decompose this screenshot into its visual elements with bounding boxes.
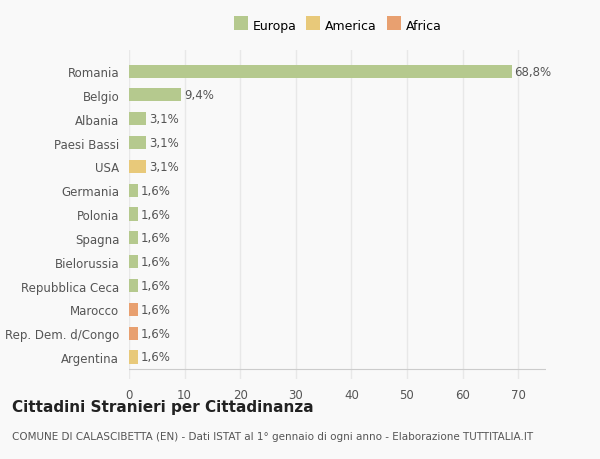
Bar — [129, 280, 138, 292]
Bar — [129, 113, 146, 126]
Text: COMUNE DI CALASCIBETTA (EN) - Dati ISTAT al 1° gennaio di ogni anno - Elaborazio: COMUNE DI CALASCIBETTA (EN) - Dati ISTAT… — [12, 431, 533, 442]
Text: 1,6%: 1,6% — [140, 232, 170, 245]
Text: 1,6%: 1,6% — [140, 185, 170, 197]
Bar — [129, 208, 138, 221]
Text: 1,6%: 1,6% — [140, 351, 170, 364]
Text: 1,6%: 1,6% — [140, 256, 170, 269]
Bar — [129, 161, 146, 174]
Bar — [129, 327, 138, 340]
Text: 1,6%: 1,6% — [140, 327, 170, 340]
Text: 68,8%: 68,8% — [514, 66, 551, 78]
Bar — [129, 65, 512, 78]
Bar — [129, 137, 146, 150]
Bar — [129, 89, 181, 102]
Bar — [129, 256, 138, 269]
Text: 3,1%: 3,1% — [149, 161, 179, 174]
Bar — [129, 232, 138, 245]
Text: Cittadini Stranieri per Cittadinanza: Cittadini Stranieri per Cittadinanza — [12, 399, 314, 414]
Text: 1,6%: 1,6% — [140, 280, 170, 292]
Bar — [129, 303, 138, 316]
Text: 1,6%: 1,6% — [140, 303, 170, 316]
Text: 3,1%: 3,1% — [149, 113, 179, 126]
Text: 1,6%: 1,6% — [140, 208, 170, 221]
Text: 9,4%: 9,4% — [184, 89, 214, 102]
Legend: Europa, America, Africa: Europa, America, Africa — [231, 17, 444, 35]
Bar — [129, 184, 138, 197]
Text: 3,1%: 3,1% — [149, 137, 179, 150]
Bar — [129, 351, 138, 364]
